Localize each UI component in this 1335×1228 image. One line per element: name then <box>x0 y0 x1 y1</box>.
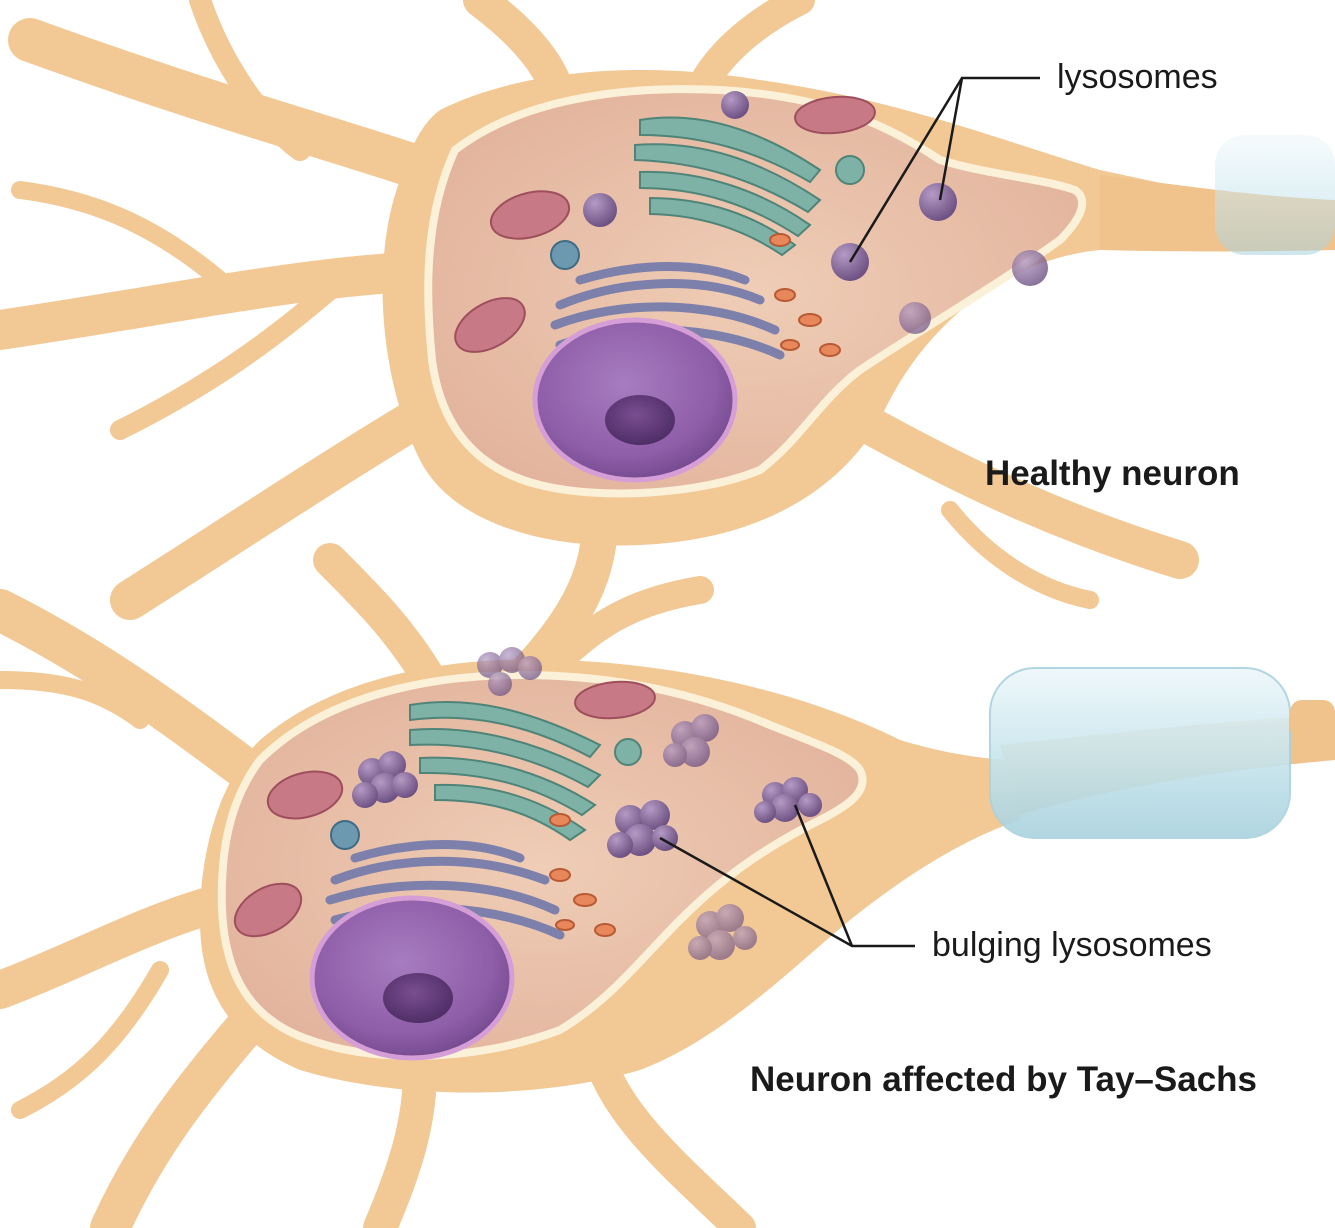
lysosome <box>1012 250 1048 286</box>
bulging-lysosome-clusters <box>352 647 822 960</box>
healthy-neuron <box>0 0 1335 718</box>
healthy-mitochondria <box>454 95 876 353</box>
lysosomes-leader-line-branch <box>938 77 964 201</box>
affected-neuron <box>0 543 1335 1228</box>
affected-golgi-apparatus <box>409 700 602 842</box>
affected-vesicles <box>549 813 616 937</box>
affected-mitochondrion <box>233 882 303 938</box>
affected-neuron-caption: Neuron affected by Tay–Sachs <box>750 1060 1258 1099</box>
healthy-mitochondrion <box>489 190 571 240</box>
leader-lines <box>659 76 1040 948</box>
bulging-lysosomes-label: bulging lysosomes <box>932 926 1212 964</box>
bulging-lysosome-cluster <box>607 800 678 858</box>
healthy-axon-myelin <box>1215 135 1335 255</box>
bulging-lysosome-cluster <box>688 904 757 960</box>
affected-mitochondrion <box>266 770 344 820</box>
lysosome <box>899 302 931 334</box>
lysosome <box>583 193 617 227</box>
bulging-lysosomes-leader-line-branch <box>793 804 854 947</box>
healthy-vesicles <box>769 233 841 357</box>
lysosome <box>919 183 957 221</box>
affected-axon-myelin <box>989 667 1291 839</box>
lysosome <box>721 91 749 119</box>
healthy-mitochondrion <box>454 297 526 353</box>
bulging-lysosome-cluster <box>477 647 542 696</box>
affected-mitochondrion <box>574 680 656 720</box>
bulging-lysosome-cluster <box>663 714 719 767</box>
bulging-lysosome-cluster <box>754 777 822 823</box>
healthy-golgi-apparatus <box>634 116 822 257</box>
healthy-nucleolus <box>605 395 675 445</box>
healthy-endoplasmic-reticulum <box>550 262 785 360</box>
healthy-neuron-caption: Healthy neuron <box>985 454 1240 493</box>
healthy-mitochondrion <box>794 95 876 135</box>
bulging-lysosome-cluster <box>352 751 418 808</box>
affected-mitochondria <box>233 680 656 938</box>
lysosomes-label: lysosomes <box>1057 58 1218 96</box>
affected-nucleolus <box>383 973 453 1023</box>
